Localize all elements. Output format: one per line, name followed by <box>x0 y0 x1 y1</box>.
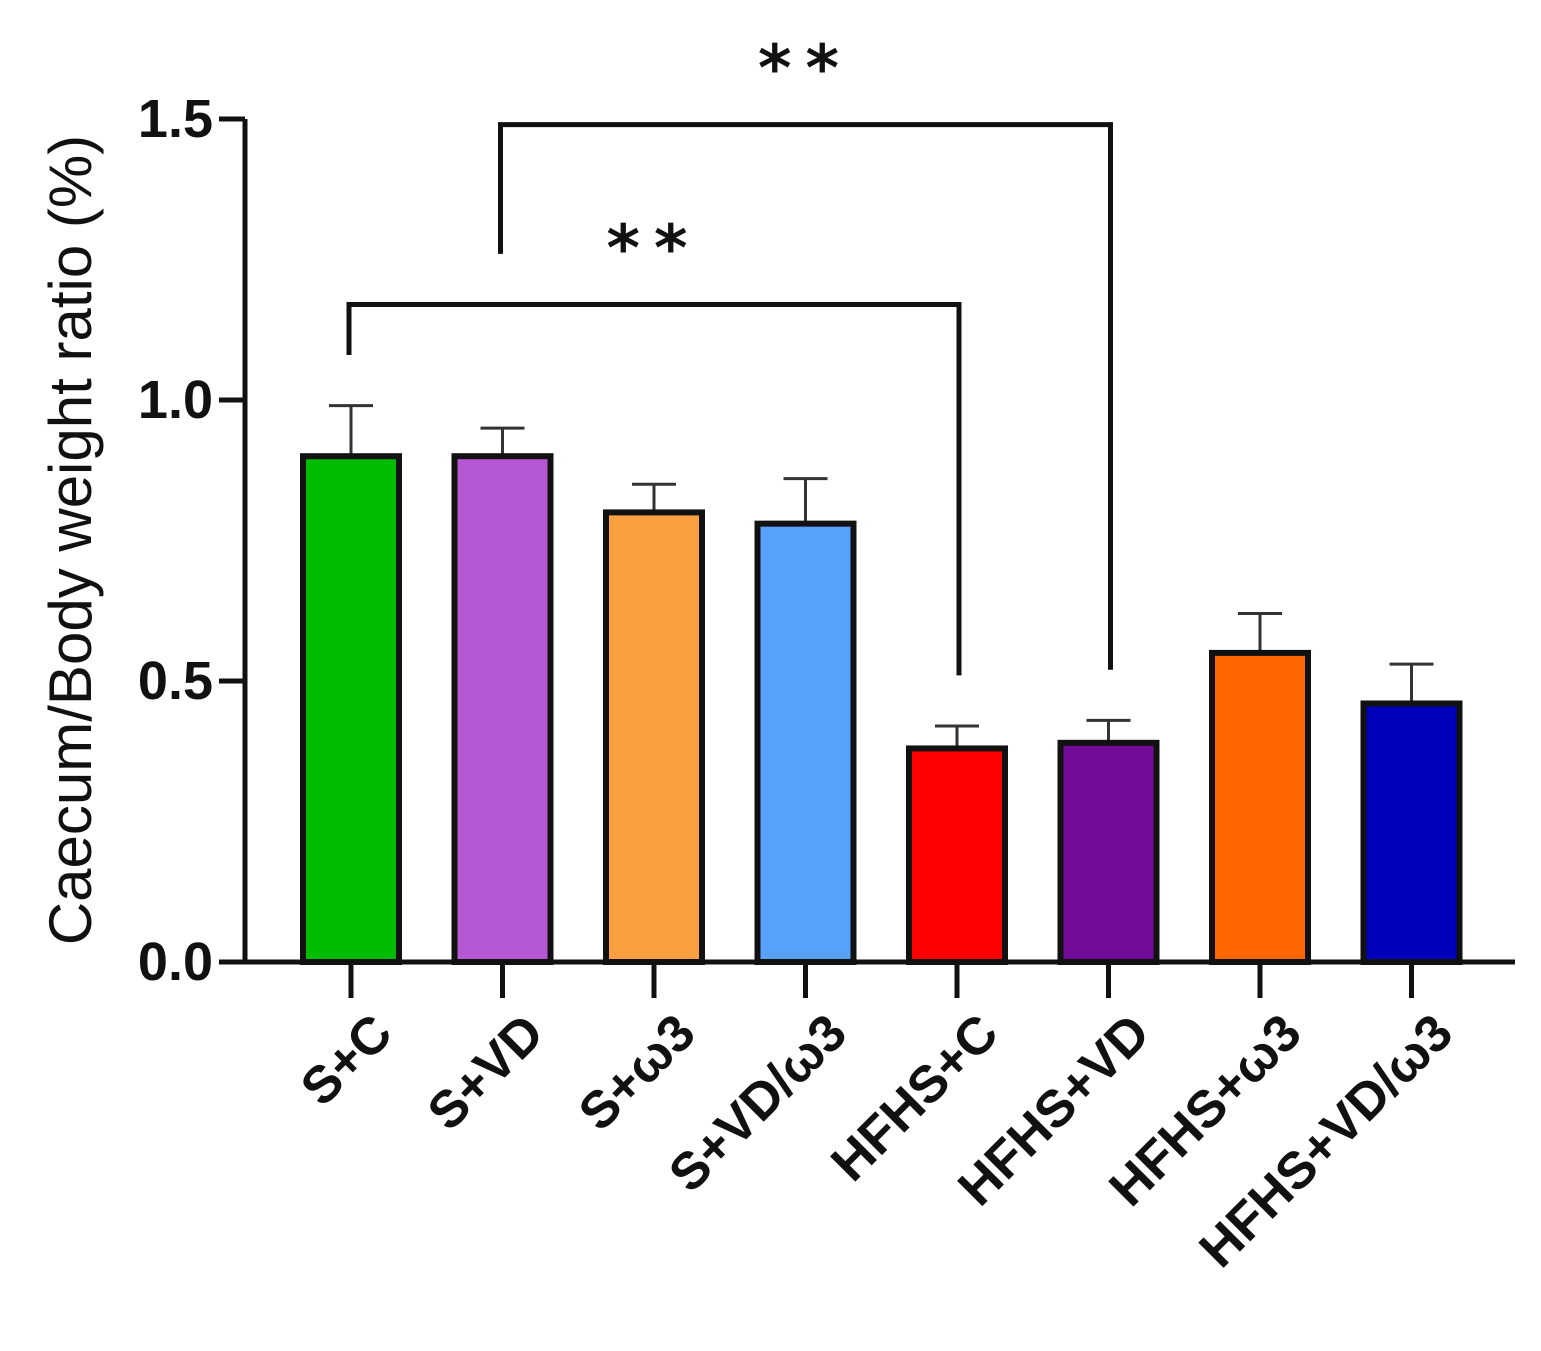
y-tick-label: 1.0 <box>138 370 213 430</box>
axis-lines <box>242 119 1515 965</box>
bar <box>603 509 705 966</box>
bar <box>754 520 857 965</box>
significance-bracket <box>498 122 1113 670</box>
significance-brackets: ** ** <box>346 33 1113 676</box>
bar <box>1209 649 1311 966</box>
x-tick-label: S+ω3 <box>568 1003 707 1142</box>
significance-label: ** <box>607 212 702 286</box>
bar <box>1057 739 1160 965</box>
y-tick-label: 0.0 <box>138 932 213 992</box>
significance-bracket <box>346 301 962 676</box>
significance-label: ** <box>758 33 853 107</box>
bar <box>1360 700 1463 965</box>
bar <box>300 453 402 965</box>
y-tick-label: 0.5 <box>138 651 213 711</box>
x-tick-label: S+C <box>290 1003 404 1117</box>
x-tick-label: S+VD <box>417 1003 555 1141</box>
bar <box>451 453 554 965</box>
y-axis-title: Caecum/Body weight ratio (%) <box>37 135 104 945</box>
bar <box>906 745 1008 965</box>
y-tick-label: 1.5 <box>138 89 213 149</box>
bars-group <box>300 404 1463 966</box>
